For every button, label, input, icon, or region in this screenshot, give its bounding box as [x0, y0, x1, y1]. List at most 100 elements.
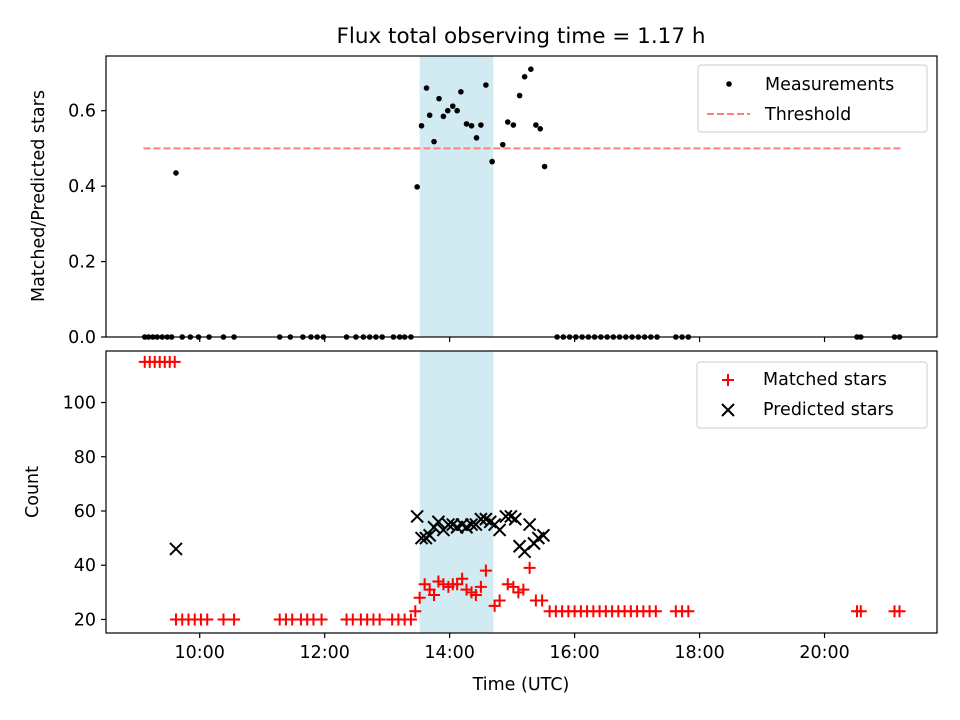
- measurement-point: [463, 121, 470, 127]
- x-tick-label: 18:00: [674, 643, 724, 663]
- axes-frame-0: [105, 55, 938, 338]
- predicted-star-point: [441, 517, 456, 532]
- top-legend: Measurements Threshold: [697, 64, 928, 133]
- y-tick-label: 20: [74, 610, 96, 630]
- measurement-point: [521, 73, 528, 80]
- legend-label-matched: Matched stars: [763, 370, 887, 390]
- top-legend-frame: [697, 64, 928, 133]
- measurement-point: [537, 125, 544, 132]
- matched-star-point: [201, 613, 214, 626]
- measurement-point: [173, 170, 179, 176]
- y-tick-label: 80: [74, 448, 96, 468]
- y-tick-label: 0.0: [68, 328, 96, 348]
- matched-star-point: [517, 583, 530, 596]
- matched-star-point: [413, 591, 426, 604]
- measurement-point: [436, 95, 442, 102]
- y-tick-label: 0.4: [68, 177, 96, 197]
- matched-star-point: [228, 613, 241, 626]
- matched-star-point: [373, 613, 386, 626]
- axes-frame-1: [105, 350, 938, 634]
- x-tick-label: 20:00: [799, 643, 849, 663]
- predicted-star-point: [536, 528, 551, 543]
- matched-star-point: [893, 605, 906, 618]
- measurement-point: [541, 163, 548, 170]
- legend-marker-predicted: [721, 403, 735, 417]
- matched-star-point: [493, 594, 506, 607]
- matched-star-point: [523, 561, 536, 574]
- panel-1-plot: 20 40 60 80 100 10:00 12:00 14:00 16:00 18:00 20:0…: [63, 350, 938, 663]
- x-tick-label: 16:00: [549, 643, 599, 663]
- observing-window-span: [419, 351, 494, 633]
- measurement-point: [483, 82, 489, 88]
- panel-0-plot: 0.0 0.2 0.4 0.6: [68, 55, 938, 348]
- predicted-star-point: [522, 517, 537, 532]
- measurement-point: [414, 184, 420, 190]
- measurement-point: [426, 112, 433, 119]
- predicted-star-point: [431, 515, 446, 529]
- chart-title: Flux total observing time = 1.17 h: [337, 24, 706, 49]
- legend-label-predicted: Predicted stars: [763, 400, 894, 420]
- legend-label-threshold: Threshold: [764, 105, 851, 125]
- predicted-star-point: [474, 512, 488, 526]
- bottom-panel: Count Time (UTC): [23, 466, 569, 695]
- measurement-point: [458, 89, 464, 95]
- matched-star-point: [404, 613, 417, 626]
- predicted-star-point: [414, 531, 429, 545]
- measurement-point: [533, 122, 539, 128]
- matched-star-point: [649, 605, 662, 618]
- predicted-star-point: [508, 512, 522, 526]
- y-tick-label: 60: [74, 502, 96, 522]
- matched-star-point: [501, 578, 514, 591]
- measurement-point: [478, 122, 484, 128]
- series-measurements: [141, 66, 903, 340]
- predicted-star-point: [422, 528, 437, 543]
- measurement-point: [504, 119, 511, 125]
- top-panel-y-axis-label: Matched/Predicted stars: [29, 90, 49, 302]
- measurement-point: [440, 113, 447, 120]
- bottom-panel-y-axis-label: Count: [23, 466, 43, 518]
- bottom-panel-x-axis-label: Time (UTC): [472, 675, 570, 695]
- series-matched-stars: [138, 355, 906, 626]
- legend-marker-measurements: [726, 81, 732, 87]
- matched-star-point: [456, 572, 469, 585]
- matched-star-point: [428, 589, 441, 602]
- measurement-point: [454, 107, 460, 114]
- measurement-point: [499, 141, 506, 148]
- predicted-star-point: [492, 523, 507, 537]
- y-tick-label: 0.6: [68, 102, 96, 122]
- observing-window-span: [419, 56, 494, 337]
- measurement-point: [510, 122, 517, 128]
- measurement-point: [528, 66, 534, 73]
- predicted-star-point: [410, 509, 424, 524]
- measurement-point: [516, 92, 523, 99]
- x-tick-label: 14:00: [424, 643, 474, 663]
- legend-label-measurements: Measurements: [765, 75, 894, 95]
- predicted-star-point: [169, 542, 183, 556]
- matched-star-point: [168, 355, 181, 368]
- bottom-legend: Matched stars Predicted stars: [696, 361, 928, 429]
- y-tick-label: 40: [74, 556, 96, 576]
- measurement-point: [489, 158, 495, 165]
- matched-star-point: [682, 605, 695, 618]
- matched-star-point: [854, 605, 867, 618]
- matched-star-point: [217, 613, 230, 626]
- series-predicted-stars: [169, 509, 551, 559]
- y-tick-label: 100: [63, 394, 96, 414]
- matched-star-point: [469, 589, 482, 602]
- bottom-legend-frame: [696, 361, 928, 429]
- measurement-point: [473, 135, 480, 141]
- y-tick-label: 0.2: [68, 253, 96, 273]
- measurement-point: [418, 122, 425, 129]
- matched-star-point: [479, 564, 492, 577]
- matched-star-point: [474, 580, 487, 593]
- predicted-star-point: [499, 509, 513, 524]
- top-panel: Matched/Predicted stars: [29, 90, 49, 302]
- matched-star-point: [536, 594, 549, 607]
- measurement-point: [431, 138, 437, 145]
- measurement-point: [444, 107, 451, 114]
- measurement-point: [449, 103, 456, 109]
- x-tick-label: 12:00: [299, 643, 349, 663]
- measurement-point: [468, 122, 475, 129]
- matched-star-point: [315, 613, 328, 626]
